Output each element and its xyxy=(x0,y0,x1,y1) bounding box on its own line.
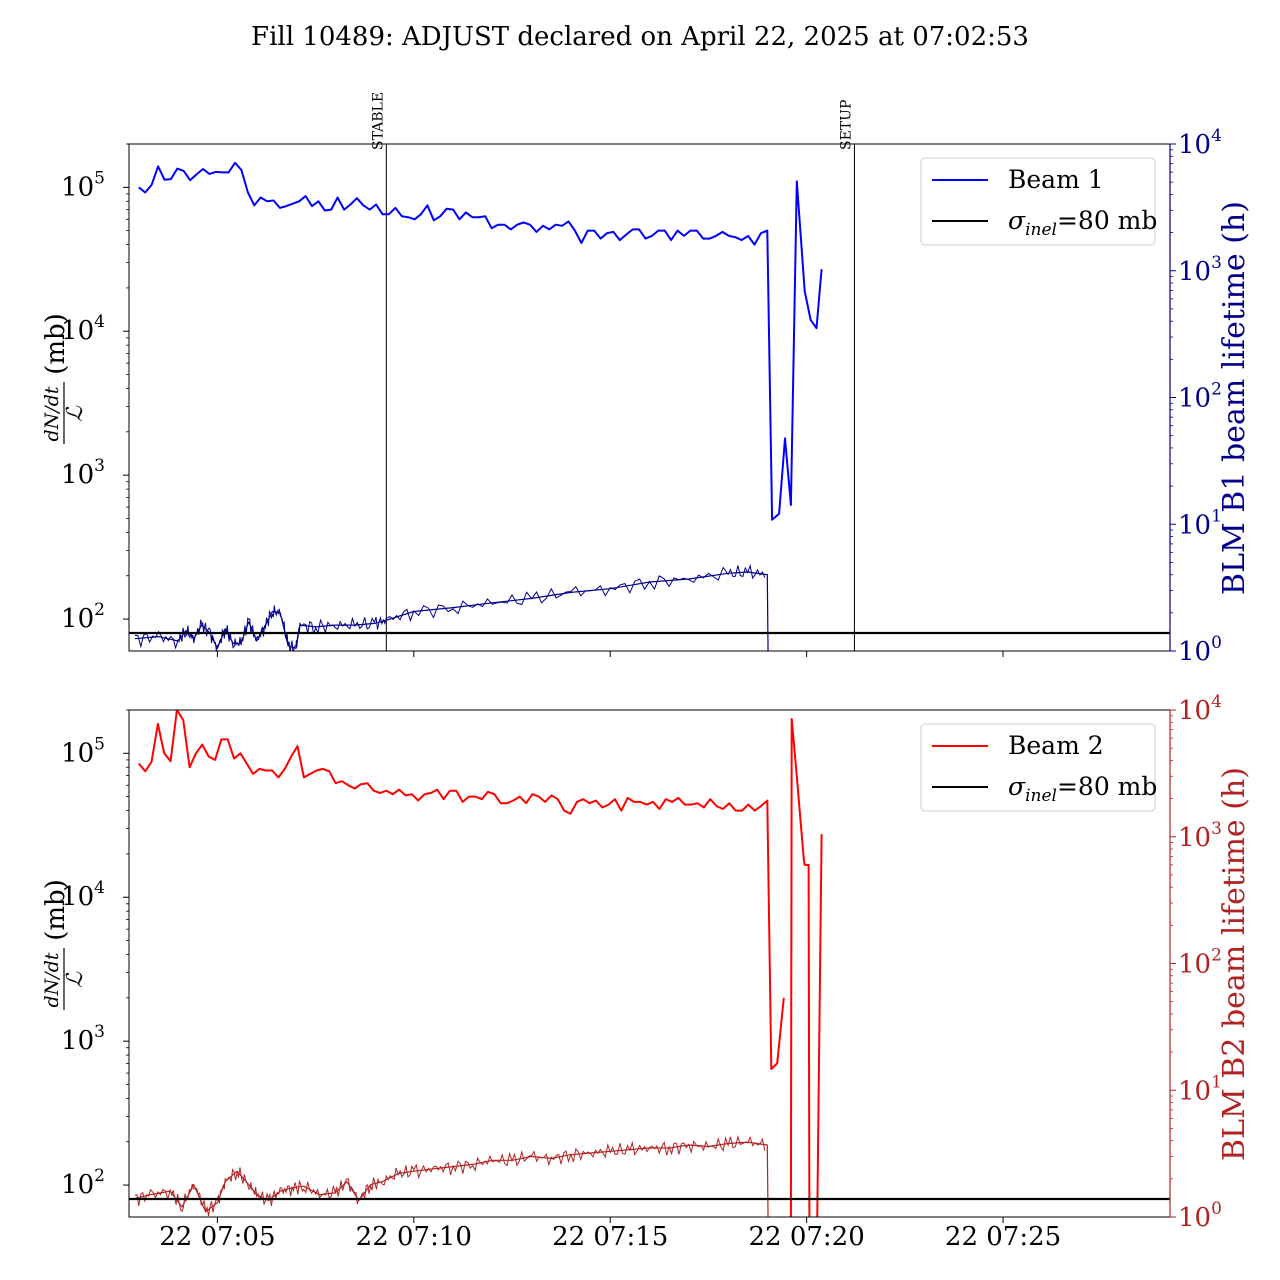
beam1-left-axis-label: dN/dt ℒ (mb) xyxy=(41,313,88,444)
svg-text:ℒ: ℒ xyxy=(63,405,88,422)
x-tick-label: 22 07:20 xyxy=(748,1222,864,1252)
right-tick-label: 100 xyxy=(1178,633,1222,667)
beam-2-line xyxy=(138,710,785,1070)
x-tick-label: 22 07:15 xyxy=(552,1222,668,1252)
beam1-blm-lifetime-noise xyxy=(134,563,766,651)
beam1-plot-lines: STABLE SETUP xyxy=(129,92,1170,651)
svg-text:(mb): (mb) xyxy=(41,879,71,941)
left-tick-label: 102 xyxy=(61,1166,105,1200)
x-tick-label: 22 07:10 xyxy=(356,1222,472,1252)
beam-1-line xyxy=(138,161,823,521)
right-tick-label: 101 xyxy=(1178,506,1222,540)
right-tick-label: 103 xyxy=(1178,819,1222,853)
right-tick-label: 102 xyxy=(1178,946,1222,980)
svg-text:dN/dt: dN/dt xyxy=(41,386,63,441)
figure-title: Fill 10489: ADJUST declared on April 22,… xyxy=(251,22,1029,52)
left-tick-label: 105 xyxy=(61,168,105,202)
svg-text:(mb): (mb) xyxy=(41,313,71,375)
right-tick-label: 102 xyxy=(1178,380,1222,414)
marker-label-stable: STABLE xyxy=(370,92,386,150)
svg-text:ℒ: ℒ xyxy=(63,971,88,988)
beam2-blm-lifetime-line xyxy=(134,1141,769,1217)
svg-text:dN/dt: dN/dt xyxy=(41,952,63,1007)
legend-label-sigma: σinel=80 mb xyxy=(1008,206,1157,240)
legend-label-beam2: Beam 2 xyxy=(1008,731,1104,760)
beam2-right-axis-label: BLM B2 beam lifetime (h) xyxy=(1217,767,1252,1161)
right-tick-label: 104 xyxy=(1178,126,1222,160)
marker-label-setup: SETUP xyxy=(838,100,854,150)
beam1-blm-lifetime-line xyxy=(134,571,769,651)
beam2-plot-lines xyxy=(129,710,1170,1217)
legend-label-beam1: Beam 1 xyxy=(1008,165,1104,194)
beam1-right-axis-label: BLM B1 beam lifetime (h) xyxy=(1217,201,1252,595)
x-tick-label: 22 07:05 xyxy=(159,1222,275,1252)
beam1-legend: Beam 1 σinel=80 mb xyxy=(920,157,1157,246)
right-tick-label: 104 xyxy=(1178,692,1222,726)
left-tick-label: 105 xyxy=(61,734,105,768)
right-tick-label: 101 xyxy=(1178,1072,1222,1106)
beam2-blm-lifetime-noise xyxy=(134,1134,766,1216)
beam2-blm-lifetime-line xyxy=(789,717,823,1217)
left-tick-label: 103 xyxy=(61,1022,105,1056)
left-tick-label: 103 xyxy=(61,456,105,490)
beam2-left-axis-label: dN/dt ℒ (mb) xyxy=(41,879,88,1010)
beam2-legend: Beam 2 σinel=80 mb xyxy=(920,723,1157,812)
legend-label-sigma: σinel=80 mb xyxy=(1008,772,1157,806)
x-tick-label: 22 07:25 xyxy=(945,1222,1061,1252)
left-tick-label: 102 xyxy=(61,600,105,634)
right-tick-label: 103 xyxy=(1178,253,1222,287)
right-tick-label: 100 xyxy=(1178,1199,1222,1233)
